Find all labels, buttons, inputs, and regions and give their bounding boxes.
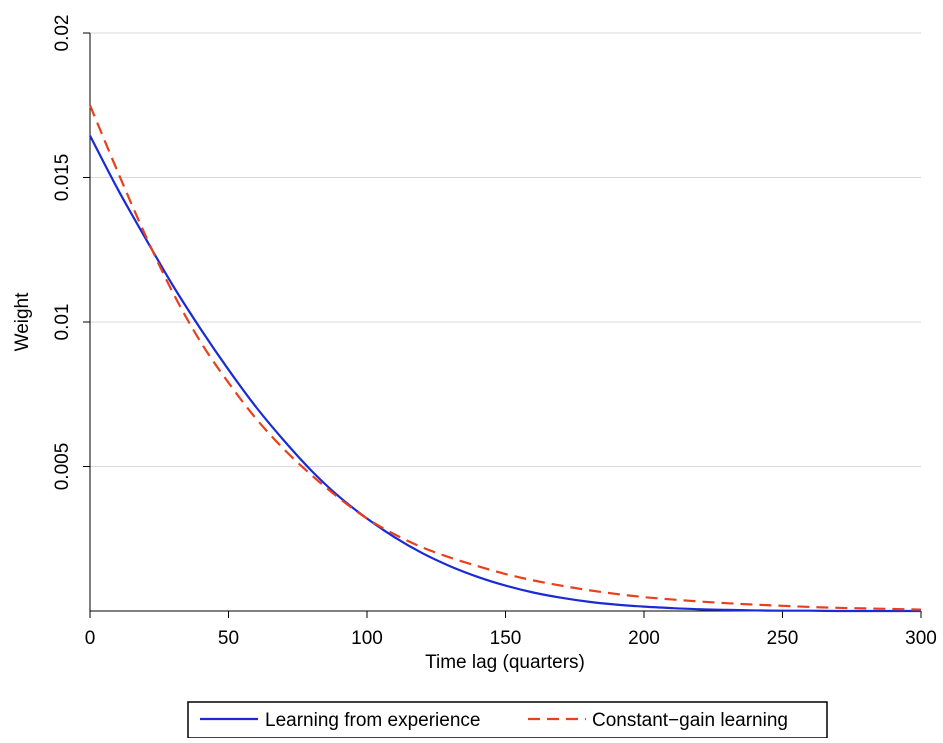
- y-axis-label: Weight: [12, 292, 33, 352]
- series-line-learning-from-experience: [89, 135, 921, 613]
- axes: 0 50 100 150 200 250 300 0.005 0.01 0.015 0.02: [52, 15, 937, 649]
- legend-label-constant-gain-learning: Constant−gain learning: [592, 710, 788, 731]
- legend-box: [187, 701, 828, 739]
- x-tick-label-3: 150: [490, 628, 522, 649]
- x-tick-label-4: 200: [628, 628, 660, 649]
- x-axis-label: Time lag (quarters): [425, 652, 585, 673]
- gridlines: [90, 32, 921, 467]
- y-tick-label-0: 0.005: [52, 443, 73, 491]
- y-tick-label-1: 0.01: [52, 304, 73, 341]
- legend-label-learning-from-experience: Learning from experience: [265, 710, 480, 731]
- series-line-constant-gain-learning: [88, 104, 922, 611]
- y-tick-label-2: 0.015: [52, 154, 73, 202]
- x-tick-label-0: 0: [85, 628, 96, 649]
- x-tick-label-2: 100: [351, 628, 383, 649]
- x-tick-label-5: 250: [767, 628, 799, 649]
- y-tick-label-3: 0.02: [52, 15, 73, 52]
- x-tick-label-1: 50: [218, 628, 239, 649]
- legend: Learning from experience Constant−gain l…: [187, 701, 828, 739]
- series-lines: [88, 104, 922, 613]
- x-tick-label-6: 300: [905, 628, 937, 649]
